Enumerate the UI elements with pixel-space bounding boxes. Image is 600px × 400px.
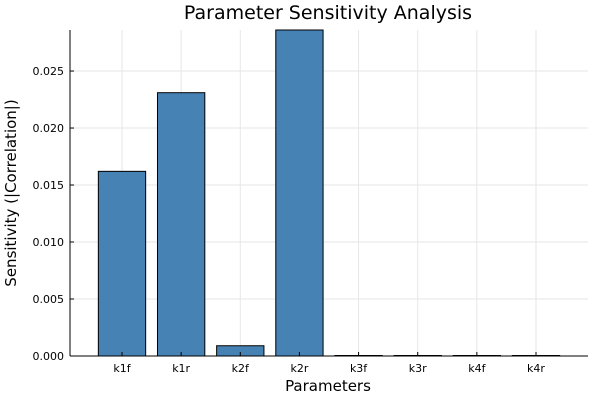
y-tick-label: 0.000 bbox=[33, 350, 65, 363]
chart-title: Parameter Sensitivity Analysis bbox=[184, 2, 472, 24]
y-tick-label: 0.015 bbox=[33, 179, 65, 192]
x-tick-label: k1r bbox=[172, 362, 190, 375]
x-tick-label: k3f bbox=[350, 362, 368, 375]
x-tick-label: k3r bbox=[409, 362, 427, 375]
x-tick-label: k2r bbox=[290, 362, 308, 375]
x-tick-label: k4f bbox=[468, 362, 486, 375]
y-tick-label: 0.010 bbox=[33, 236, 65, 249]
y-ticks: 0.000 0.005 0.010 0.015 0.020 0.025 bbox=[33, 65, 74, 363]
x-tick-label: k2f bbox=[232, 362, 250, 375]
x-tick-label: k1f bbox=[113, 362, 131, 375]
x-ticks: k1f k1r k2f k2r k3f k3r k4f k4r bbox=[113, 352, 545, 375]
x-axis-label: Parameters bbox=[285, 377, 371, 395]
bar-k1f bbox=[97, 170, 147, 357]
x-tick-label: k4r bbox=[527, 362, 545, 375]
y-axis-label: Sensitivity (|Correlation|) bbox=[2, 99, 20, 286]
bar-k1r bbox=[156, 92, 206, 357]
bars bbox=[97, 29, 561, 357]
axes bbox=[69, 30, 588, 357]
y-tick-label: 0.020 bbox=[33, 122, 65, 135]
y-tick-label: 0.025 bbox=[33, 65, 65, 78]
grid-lines bbox=[70, 30, 588, 357]
bar-k2r bbox=[275, 29, 324, 357]
y-tick-label: 0.005 bbox=[33, 293, 65, 306]
